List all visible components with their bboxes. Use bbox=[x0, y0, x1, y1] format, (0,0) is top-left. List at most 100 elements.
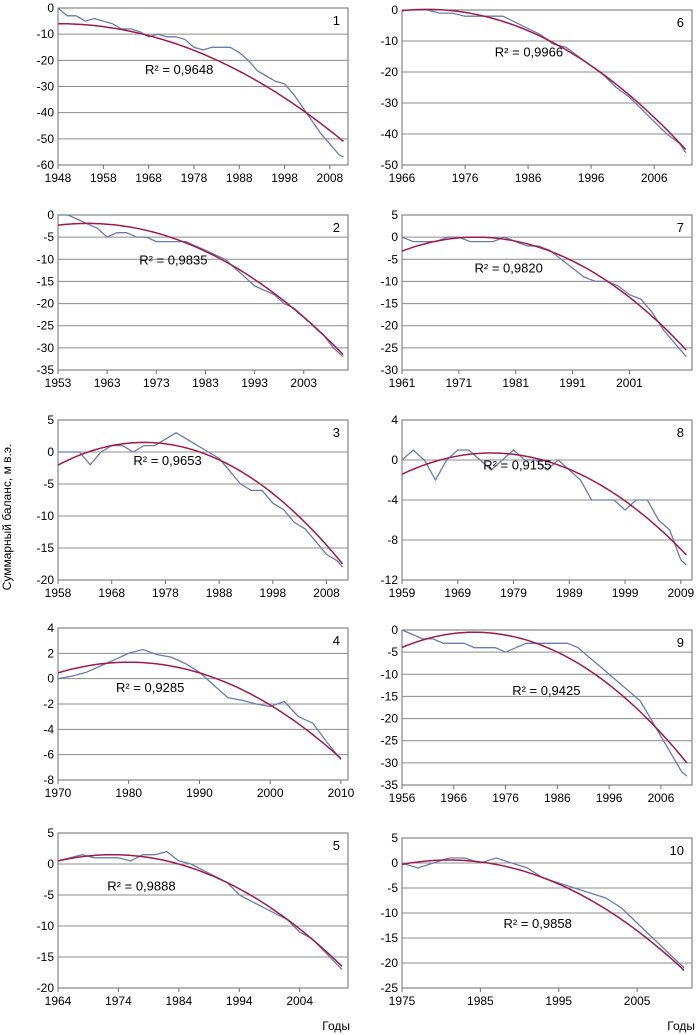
y-tick-label: -15 bbox=[381, 689, 399, 703]
x-tick-label: 1986 bbox=[515, 171, 542, 185]
y-tick-label: -20 bbox=[37, 297, 55, 311]
x-tick-label: 1970 bbox=[45, 786, 72, 800]
observed-series-line bbox=[401, 629, 688, 777]
x-tick-label: 1984 bbox=[165, 994, 192, 1008]
y-tick-label: -25 bbox=[381, 981, 399, 995]
y-tick-label: -30 bbox=[37, 80, 55, 94]
plot-border bbox=[401, 9, 693, 166]
x-tick-label: 1948 bbox=[45, 171, 72, 185]
y-tick-label: -10 bbox=[37, 27, 55, 41]
x-tick-label: 1968 bbox=[98, 586, 125, 600]
trend-curve bbox=[401, 452, 687, 556]
x-tick-label: 1966 bbox=[389, 171, 416, 185]
x-tick-label: 2006 bbox=[641, 171, 668, 185]
x-tick-label: 2005 bbox=[624, 994, 651, 1008]
panel-number: 7 bbox=[677, 220, 684, 235]
x-tick-label: 1999 bbox=[612, 586, 639, 600]
x-tick-label: 2008 bbox=[317, 171, 344, 185]
y-tick-label: -20 bbox=[381, 65, 399, 79]
trend-curve bbox=[401, 859, 685, 972]
x-tick-label: 1988 bbox=[206, 586, 233, 600]
y-tick-label: 0 bbox=[391, 230, 398, 244]
plot-border bbox=[401, 419, 693, 581]
observed-series-line bbox=[57, 7, 344, 158]
y-tick-label: -35 bbox=[37, 363, 55, 377]
r-squared-label: R² = 0,9888 bbox=[107, 878, 175, 893]
x-tick-label: 1976 bbox=[452, 171, 479, 185]
r-squared-label: R² = 0,9653 bbox=[133, 453, 201, 468]
r-squared-label: R² = 0,9648 bbox=[145, 62, 213, 77]
x-tick-label: 2004 bbox=[286, 994, 313, 1008]
y-tick-label: -5 bbox=[387, 881, 398, 895]
panel-number: 4 bbox=[333, 633, 340, 648]
x-tick-label: 1968 bbox=[135, 171, 162, 185]
x-tick-label: 2009 bbox=[667, 586, 694, 600]
y-tick-label: -12 bbox=[381, 573, 399, 587]
r-squared-label: R² = 0,9835 bbox=[139, 253, 207, 268]
x-tick-label: 1975 bbox=[389, 994, 416, 1008]
r-squared-label: R² = 0,9285 bbox=[116, 680, 184, 695]
x-tick-label: 1974 bbox=[105, 994, 132, 1008]
x-tick-label: 1978 bbox=[181, 171, 208, 185]
y-tick-label: 0 bbox=[47, 1, 54, 15]
observed-series-line bbox=[402, 9, 687, 153]
y-tick-label: -20 bbox=[381, 712, 399, 726]
x-axis-title-left: Годы bbox=[322, 1019, 350, 1033]
y-tick-label: -20 bbox=[37, 573, 55, 587]
y-tick-label: -10 bbox=[37, 919, 55, 933]
y-tick-label: -4 bbox=[387, 493, 398, 507]
y-tick-label: -15 bbox=[37, 274, 55, 288]
y-tick-label: -2 bbox=[43, 697, 54, 711]
plot-border bbox=[57, 627, 349, 781]
trend-curve bbox=[57, 222, 344, 356]
x-axis-title-right: Годы bbox=[667, 1019, 695, 1033]
x-tick-label: 1953 bbox=[45, 376, 72, 390]
y-tick-label: -60 bbox=[37, 158, 55, 172]
panel-number: 9 bbox=[677, 635, 684, 650]
y-axis-title: Суммарный баланс, м в.э. bbox=[0, 444, 14, 591]
y-tick-label: -5 bbox=[43, 477, 54, 491]
y-tick-label: 4 bbox=[47, 621, 54, 635]
x-tick-label: 1989 bbox=[556, 586, 583, 600]
r-squared-label: R² = 0,9155 bbox=[483, 458, 551, 473]
plot-border bbox=[401, 629, 693, 786]
x-tick-label: 1958 bbox=[90, 171, 117, 185]
panel-number: 1 bbox=[333, 13, 340, 28]
x-tick-label: 2010 bbox=[328, 786, 355, 800]
y-tick-label: 5 bbox=[47, 413, 54, 427]
y-tick-label: -40 bbox=[37, 106, 55, 120]
x-tick-label: 1966 bbox=[440, 791, 467, 805]
x-tick-label: 1995 bbox=[545, 994, 572, 1008]
x-tick-label: 1969 bbox=[444, 586, 471, 600]
x-tick-label: 1959 bbox=[389, 586, 416, 600]
x-tick-label: 1964 bbox=[45, 994, 72, 1008]
y-tick-label: -50 bbox=[37, 132, 55, 146]
y-tick-label: -10 bbox=[37, 252, 55, 266]
panel-number: 5 bbox=[333, 838, 340, 853]
x-tick-label: 1980 bbox=[115, 786, 142, 800]
x-tick-label: 1986 bbox=[544, 791, 571, 805]
y-tick-label: -15 bbox=[37, 950, 55, 964]
x-tick-label: 2008 bbox=[313, 586, 340, 600]
trend-curve bbox=[57, 441, 344, 565]
x-tick-label: 2006 bbox=[648, 791, 675, 805]
x-tick-label: 1988 bbox=[226, 171, 253, 185]
x-tick-label: 1996 bbox=[578, 171, 605, 185]
trend-curve bbox=[57, 661, 342, 760]
x-tick-label: 2000 bbox=[257, 786, 284, 800]
trend-curve bbox=[401, 8, 687, 151]
y-tick-label: 0 bbox=[47, 445, 54, 459]
y-tick-label: -8 bbox=[387, 533, 398, 547]
x-tick-label: 1994 bbox=[226, 994, 253, 1008]
x-tick-label: 1971 bbox=[446, 376, 473, 390]
observed-series-line bbox=[58, 432, 344, 568]
observed-series-line bbox=[401, 449, 687, 566]
r-squared-label: R² = 0,9820 bbox=[475, 260, 543, 275]
trend-curve bbox=[58, 22, 344, 142]
